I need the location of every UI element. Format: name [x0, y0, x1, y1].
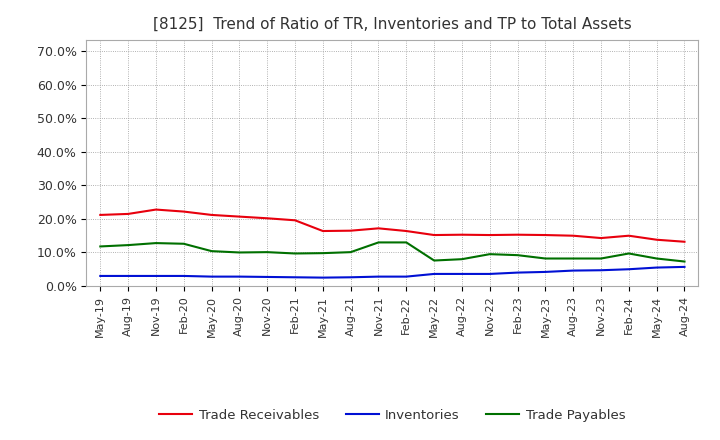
Inventories: [485, 271, 494, 277]
Trade Payables: [402, 240, 410, 245]
Trade Receivables: [291, 218, 300, 223]
Trade Receivables: [597, 235, 606, 241]
Trade Receivables: [652, 237, 661, 242]
Trade Receivables: [179, 209, 188, 214]
Trade Receivables: [541, 232, 550, 238]
Inventories: [235, 274, 243, 279]
Title: [8125]  Trend of Ratio of TR, Inventories and TP to Total Assets: [8125] Trend of Ratio of TR, Inventories…: [153, 16, 631, 32]
Inventories: [124, 273, 132, 279]
Inventories: [458, 271, 467, 277]
Inventories: [346, 275, 355, 280]
Trade Receivables: [346, 228, 355, 233]
Inventories: [541, 269, 550, 275]
Trade Receivables: [402, 228, 410, 234]
Trade Receivables: [96, 212, 104, 217]
Inventories: [513, 270, 522, 275]
Inventories: [569, 268, 577, 273]
Trade Payables: [179, 241, 188, 246]
Trade Payables: [318, 250, 327, 256]
Inventories: [624, 267, 633, 272]
Inventories: [318, 275, 327, 280]
Trade Payables: [458, 257, 467, 262]
Line: Trade Receivables: Trade Receivables: [100, 209, 685, 242]
Trade Receivables: [680, 239, 689, 244]
Trade Receivables: [569, 233, 577, 238]
Trade Receivables: [152, 207, 161, 212]
Trade Payables: [485, 252, 494, 257]
Trade Receivables: [263, 216, 271, 221]
Inventories: [652, 265, 661, 270]
Inventories: [96, 273, 104, 279]
Inventories: [597, 268, 606, 273]
Trade Payables: [124, 242, 132, 248]
Trade Payables: [541, 256, 550, 261]
Inventories: [374, 274, 383, 279]
Trade Receivables: [624, 233, 633, 238]
Trade Payables: [235, 250, 243, 255]
Line: Inventories: Inventories: [100, 267, 685, 278]
Trade Payables: [597, 256, 606, 261]
Trade Receivables: [458, 232, 467, 237]
Inventories: [263, 274, 271, 279]
Trade Payables: [152, 240, 161, 246]
Trade Payables: [207, 249, 216, 254]
Legend: Trade Receivables, Inventories, Trade Payables: Trade Receivables, Inventories, Trade Pa…: [154, 403, 631, 427]
Trade Receivables: [235, 214, 243, 219]
Trade Payables: [263, 249, 271, 255]
Trade Payables: [374, 240, 383, 245]
Inventories: [291, 275, 300, 280]
Trade Receivables: [207, 212, 216, 217]
Trade Receivables: [513, 232, 522, 237]
Trade Receivables: [124, 211, 132, 216]
Trade Receivables: [318, 228, 327, 234]
Trade Receivables: [374, 226, 383, 231]
Trade Payables: [652, 256, 661, 261]
Inventories: [680, 264, 689, 270]
Trade Payables: [624, 251, 633, 256]
Trade Receivables: [430, 232, 438, 238]
Trade Payables: [430, 258, 438, 263]
Inventories: [207, 274, 216, 279]
Trade Receivables: [485, 232, 494, 238]
Trade Payables: [96, 244, 104, 249]
Inventories: [152, 273, 161, 279]
Trade Payables: [291, 251, 300, 256]
Trade Payables: [569, 256, 577, 261]
Inventories: [430, 271, 438, 277]
Trade Payables: [680, 259, 689, 264]
Inventories: [179, 273, 188, 279]
Trade Payables: [513, 253, 522, 258]
Line: Trade Payables: Trade Payables: [100, 242, 685, 261]
Trade Payables: [346, 249, 355, 255]
Inventories: [402, 274, 410, 279]
